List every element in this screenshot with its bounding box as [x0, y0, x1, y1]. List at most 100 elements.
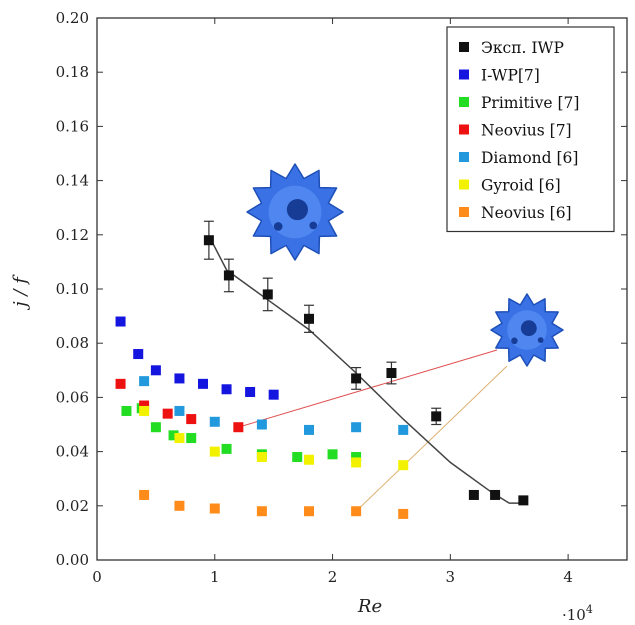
point-series-6 [304, 506, 314, 517]
y-tick-label: 0.06 [56, 388, 89, 406]
point-series-6 [351, 506, 362, 517]
point-series-0 [351, 373, 362, 384]
trend-lines [210, 239, 524, 504]
point-series-0 [223, 270, 234, 281]
point-series-2 [168, 430, 179, 441]
x-tick-label: 2 [328, 568, 338, 586]
x-tick-label: 0 [92, 568, 102, 586]
point-series-1 [133, 349, 144, 360]
legend-swatch [459, 42, 469, 52]
point-series-3 [186, 414, 197, 425]
iwp-structure-top-pore [309, 221, 318, 230]
point-series-0 [304, 313, 314, 324]
y-tick-label: 0.04 [56, 443, 89, 461]
point-series-4 [256, 419, 267, 430]
point-series-5 [209, 446, 220, 457]
y-tick-label: 0.02 [56, 497, 89, 515]
connector-line [355, 365, 508, 512]
legend-swatch [459, 179, 469, 190]
legend-label: I-WP[7] [481, 67, 540, 85]
y-tick-label: 0.12 [56, 226, 89, 244]
axis-ticks: 0.00 0.02 0.04 0.06 0.08 0.10 0.12 0.14 0.16 0.18… [56, 9, 627, 586]
point-series-4 [398, 424, 409, 435]
point-series-4 [139, 376, 150, 387]
y-tick-label: 0.16 [56, 117, 89, 135]
point-series-3 [162, 408, 173, 419]
point-series-0 [386, 368, 397, 379]
point-series-6 [139, 489, 150, 500]
legend-swatch [459, 124, 469, 135]
y-tick-label: 0.10 [56, 280, 89, 298]
point-series-0 [468, 489, 479, 500]
neovius-structure-right [490, 293, 564, 367]
point-series-1 [198, 378, 208, 389]
point-series-0 [490, 489, 501, 500]
x-tick-label: 1 [210, 568, 220, 586]
trend-line [210, 239, 524, 504]
point-series-4 [174, 405, 185, 416]
iwp-structure-top-hole [286, 199, 308, 221]
point-series-3 [233, 422, 244, 433]
legend-box [446, 26, 615, 233]
legend-label: Diamond [6] [481, 149, 578, 167]
point-series-3 [139, 400, 150, 411]
y-tick-label: 0.08 [56, 334, 89, 352]
legend-label: Neovius [6] [481, 204, 572, 222]
y-tick-label: 0.00 [56, 551, 89, 569]
point-series-4 [209, 416, 220, 427]
point-series-5 [398, 460, 409, 471]
point-series-1 [174, 373, 185, 384]
connector-lines [238, 349, 508, 512]
point-series-5 [139, 405, 150, 416]
point-series-0 [262, 289, 273, 300]
x-tick-label: 4 [563, 568, 573, 586]
legend-label: Gyroid [6] [481, 177, 561, 195]
legend-label: Эксп. IWP [481, 39, 564, 57]
point-series-5 [174, 433, 185, 444]
point-series-4 [351, 422, 362, 433]
legend-swatch [459, 152, 469, 162]
iwp-structure-top-pore [273, 222, 283, 231]
legend-swatch [459, 69, 469, 80]
point-series-2 [327, 449, 338, 460]
y-tick-label: 0.20 [56, 9, 89, 27]
point-series-5 [256, 452, 267, 463]
point-series-6 [174, 500, 185, 511]
point-series-1 [150, 365, 161, 376]
point-series-1 [115, 316, 126, 327]
legend-label: Neovius [7] [481, 122, 572, 140]
point-series-3 [115, 378, 126, 389]
legend: Эксп. IWP I-WP[7] Primitive [7] Neovius [7]… [446, 26, 615, 233]
legend-label: Primitive [7] [481, 94, 579, 112]
point-series-5 [304, 454, 314, 465]
point-series-0 [431, 411, 442, 422]
point-series-2 [292, 452, 303, 463]
point-series-0 [203, 235, 214, 246]
point-series-1 [268, 389, 279, 400]
point-series-2 [351, 452, 362, 463]
inset-images [246, 163, 564, 367]
data-points [115, 220, 529, 519]
neovius-structure-right-pore [537, 337, 544, 343]
point-series-2 [221, 443, 232, 454]
legend-swatch [459, 207, 469, 217]
point-series-2 [186, 433, 197, 444]
neovius-structure-right-pore [511, 337, 518, 345]
point-series-6 [398, 508, 409, 519]
point-series-2 [150, 422, 161, 433]
y-axis-label: j / f [10, 274, 31, 311]
point-series-1 [245, 386, 256, 397]
point-series-0 [518, 495, 529, 506]
point-series-4 [304, 424, 314, 435]
y-tick-label: 0.18 [56, 63, 89, 81]
legend-swatch [459, 97, 469, 107]
neovius-structure-right-hole [520, 320, 537, 337]
point-series-6 [256, 506, 267, 517]
x-axis-label: Re [357, 596, 382, 617]
iwp-structure-top [246, 163, 344, 261]
point-series-6 [209, 503, 220, 514]
x-axis-multiplier: ·104 [562, 603, 593, 624]
point-series-2 [121, 405, 132, 416]
x-tick-label: 3 [446, 568, 456, 586]
